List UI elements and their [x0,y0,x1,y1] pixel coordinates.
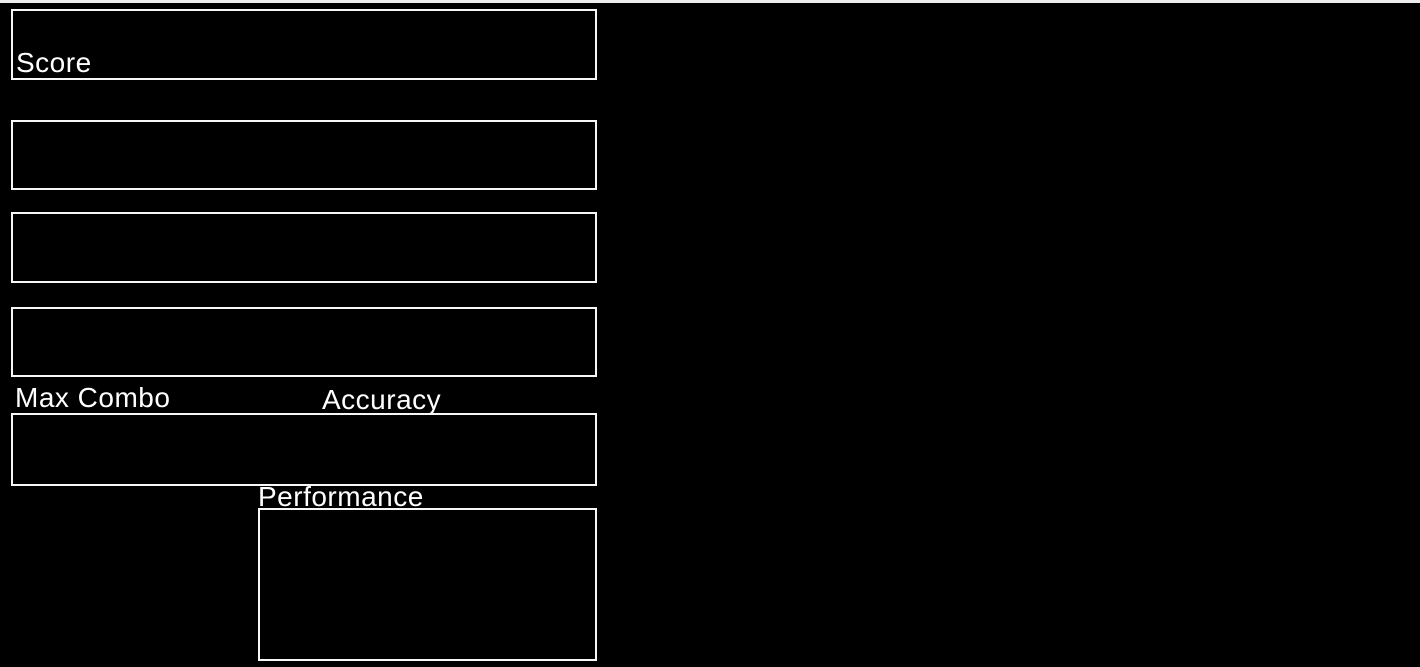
score-label: Score [16,47,92,78]
max-combo-label: Max Combo [15,382,171,413]
stat-panel-1 [11,120,597,190]
accuracy-label: Accuracy [322,384,442,415]
score-panel [11,9,597,80]
stat-panel-2 [11,212,597,283]
stat-panel-3 [11,307,597,377]
performance-label: Performance [258,481,424,512]
performance-panel [258,508,597,661]
combo-accuracy-panel [11,413,597,486]
top-divider-line [0,0,1420,3]
